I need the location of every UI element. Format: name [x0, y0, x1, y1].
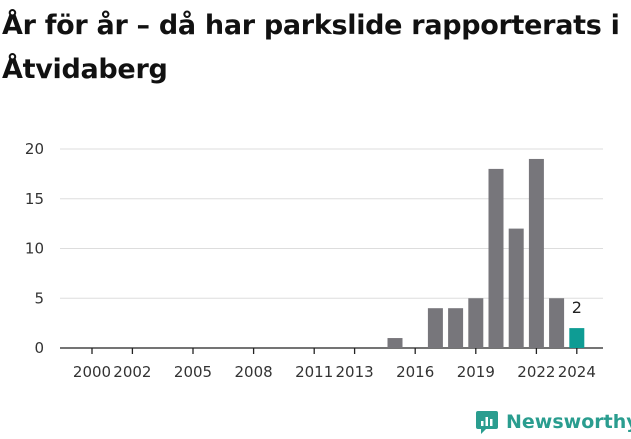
- brand-logo: Newsworthy: [476, 407, 631, 437]
- bar-2020: [488, 168, 504, 348]
- x-tick-label-2016: 2016: [396, 363, 434, 381]
- brand-name: Newsworthy: [506, 411, 631, 433]
- x-tick-label-2024: 2024: [558, 363, 596, 381]
- x-tick-label-2008: 2008: [235, 363, 273, 381]
- x-tick-label-2011: 2011: [295, 363, 333, 381]
- y-tick-label-20: 20: [25, 140, 44, 158]
- bar-2024: [569, 328, 585, 348]
- x-tick-label-2019: 2019: [457, 363, 495, 381]
- y-tick-label-15: 15: [25, 190, 44, 208]
- chart-title: År för år – då har parkslide rapporterat…: [2, 10, 620, 85]
- x-tick-label-2005: 2005: [174, 363, 212, 381]
- bar-2019: [468, 298, 484, 348]
- x-tick-label-2022: 2022: [517, 363, 555, 381]
- newsworthy-logo-icon: [476, 411, 498, 434]
- y-tick-label-5: 5: [34, 289, 44, 307]
- labels: 0 5 10 15 20 2000 2002 2005 2008 2011 2013 2016 2019…: [25, 140, 596, 381]
- y-tick-label-10: 10: [25, 240, 44, 258]
- x-tick-label-2002: 2002: [113, 363, 151, 381]
- x-tick-label-2000: 2000: [73, 363, 111, 381]
- bar-value-label: 2: [572, 298, 582, 317]
- bar-2017: [427, 308, 443, 348]
- bar-2015: [387, 338, 403, 348]
- bars: [387, 158, 585, 348]
- bar-2022: [528, 158, 544, 348]
- y-tick-label-0: 0: [34, 339, 44, 357]
- x-tick-label-2013: 2013: [336, 363, 374, 381]
- bar-2023: [549, 298, 565, 348]
- bar-2018: [448, 308, 464, 348]
- bar-2021: [508, 228, 524, 348]
